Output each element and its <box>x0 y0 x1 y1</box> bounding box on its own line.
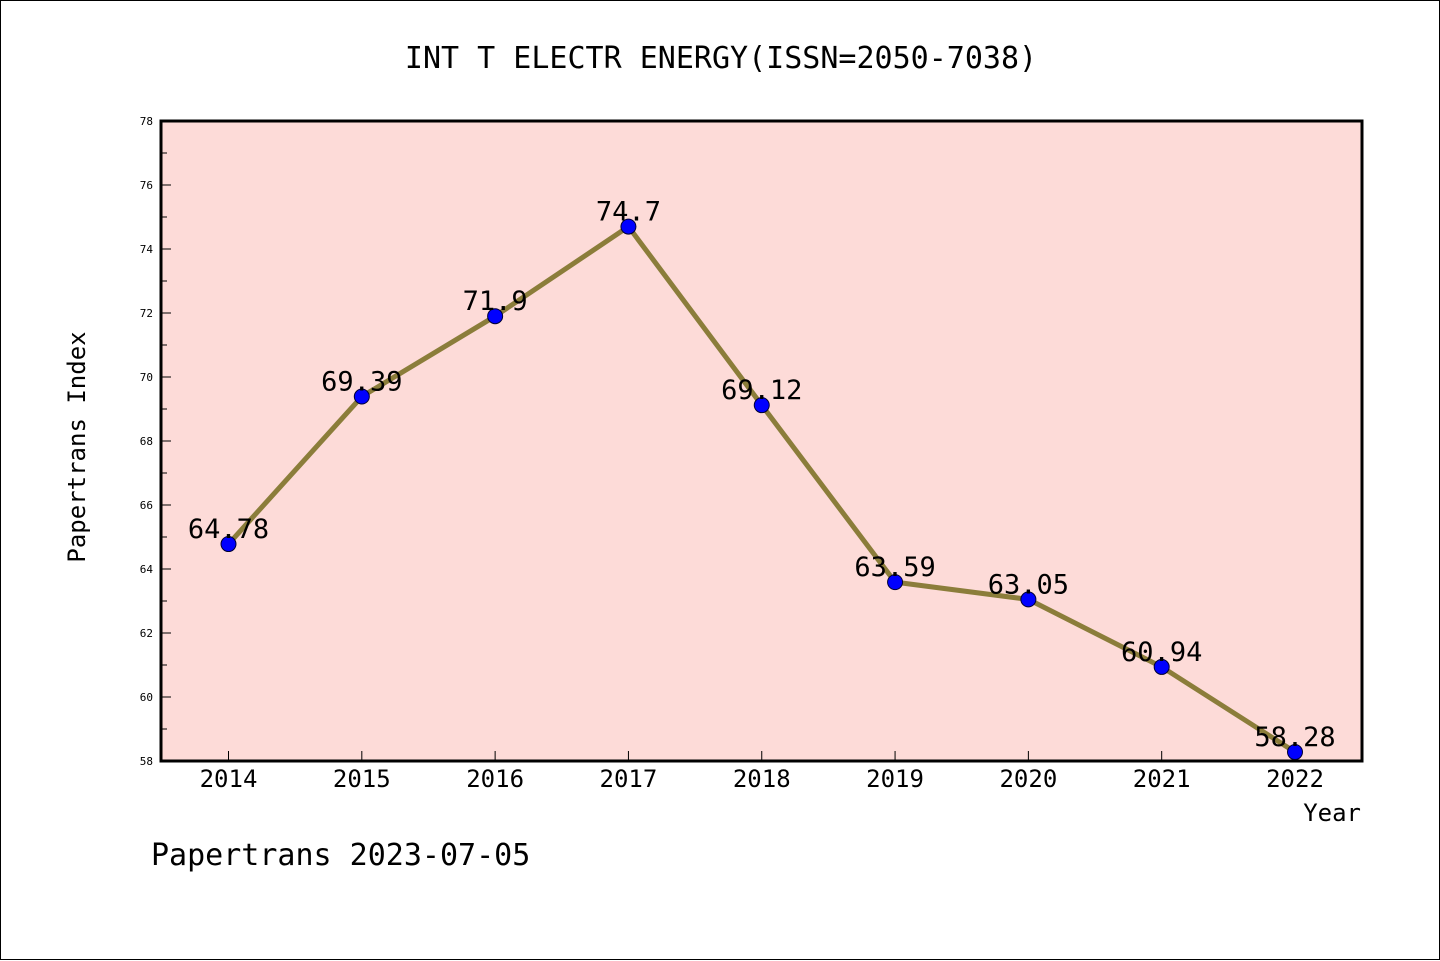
x-tick-label: 2018 <box>733 765 791 793</box>
y-tick-label: 66 <box>140 499 153 512</box>
x-tick-label: 2015 <box>333 765 391 793</box>
y-tick-label: 74 <box>140 243 154 256</box>
data-label: 60.94 <box>1121 637 1202 668</box>
x-tick-label: 2019 <box>866 765 924 793</box>
chart-title: INT T ELECTR ENERGY(ISSN=2050-7038) <box>405 41 1037 76</box>
y-tick-label: 76 <box>140 179 153 192</box>
data-label: 69.12 <box>721 375 802 406</box>
y-tick-label: 64 <box>140 563 154 576</box>
data-labels: 64.78 69.39 71.9 74.7 69.12 63.59 63.05 60.94 58… <box>188 197 1336 753</box>
data-point <box>1153 658 1170 675</box>
x-tick-label: 2017 <box>600 765 658 793</box>
data-point <box>353 388 370 405</box>
data-label: 69.39 <box>321 367 402 398</box>
data-point <box>220 536 237 553</box>
data-label: 58.28 <box>1254 722 1335 753</box>
data-point <box>887 574 904 591</box>
data-label: 63.59 <box>854 552 935 583</box>
x-tick-label: 2020 <box>999 765 1057 793</box>
y-axis-label: Papertrans Index <box>63 331 91 562</box>
y-tick-label: 68 <box>140 435 153 448</box>
data-label: 71.9 <box>463 286 528 317</box>
x-axis: 2014 2015 2016 2017 2018 2019 2020 2021 2022 <box>200 751 1324 793</box>
series-layer <box>220 218 1303 761</box>
footer-date-text: Papertrans 2023-07-05 <box>151 838 530 873</box>
data-point <box>487 308 504 325</box>
data-point <box>620 218 637 235</box>
x-tick-label: 2014 <box>200 765 258 793</box>
y-tick-label: 60 <box>140 691 153 704</box>
y-tick-label: 62 <box>140 627 153 640</box>
x-tick-label: 2021 <box>1133 765 1191 793</box>
data-label: 63.05 <box>988 569 1069 600</box>
plot-border <box>159 119 1364 763</box>
y-tick-label: 58 <box>140 755 153 768</box>
x-tick-label: 2022 <box>1266 765 1324 793</box>
data-label: 64.78 <box>188 514 269 545</box>
x-tick-label: 2016 <box>466 765 524 793</box>
data-point <box>1020 591 1037 608</box>
data-point <box>753 397 770 414</box>
data-label: 74.7 <box>596 197 661 228</box>
plot-area <box>161 121 1362 761</box>
y-tick-label: 70 <box>140 371 153 384</box>
y-axis: 58 60 62 64 66 68 70 72 74 76 78 <box>140 115 171 768</box>
y-tick-label: 78 <box>140 115 153 128</box>
y-tick-label: 72 <box>140 307 153 320</box>
x-axis-label: Year <box>1303 799 1361 827</box>
